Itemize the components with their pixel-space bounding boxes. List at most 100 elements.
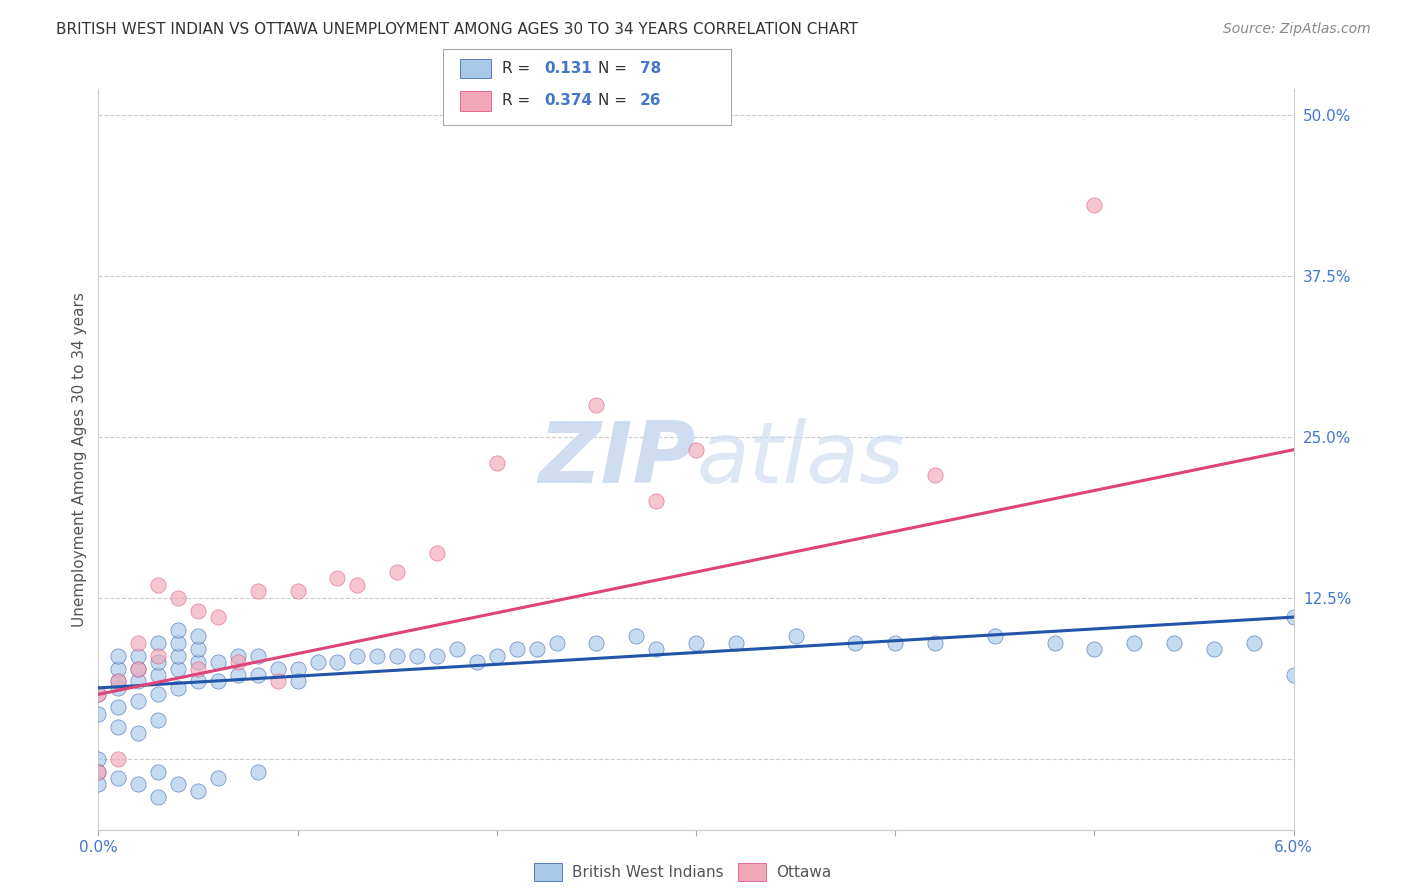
Point	[167, 636, 190, 650]
Point	[127, 662, 149, 676]
Point	[546, 636, 568, 650]
Point	[1083, 198, 1105, 212]
Point	[326, 655, 349, 669]
Point	[1282, 668, 1305, 682]
Point	[148, 790, 170, 805]
Point	[187, 655, 209, 669]
Point	[107, 771, 129, 785]
Point	[685, 442, 707, 457]
Point	[506, 642, 529, 657]
Point	[87, 706, 110, 721]
Point	[626, 629, 648, 643]
Point	[246, 764, 269, 779]
Point	[148, 713, 170, 727]
Point	[107, 681, 129, 695]
Point	[148, 687, 170, 701]
Point	[207, 610, 229, 624]
Point	[346, 648, 368, 663]
Point	[226, 668, 249, 682]
Point	[385, 565, 409, 579]
Point	[844, 636, 866, 650]
Point	[127, 777, 149, 791]
Point	[226, 648, 249, 663]
Point	[585, 398, 607, 412]
Point	[167, 662, 190, 676]
Point	[107, 720, 129, 734]
Point	[127, 674, 149, 689]
Point	[346, 578, 368, 592]
Text: 0.374: 0.374	[544, 94, 592, 108]
Point	[246, 584, 269, 599]
Text: 78: 78	[640, 62, 661, 76]
Point	[924, 468, 946, 483]
Point	[287, 584, 309, 599]
Point	[685, 636, 707, 650]
Point	[326, 572, 349, 586]
Point	[984, 629, 1007, 643]
Point	[1043, 636, 1066, 650]
Point	[485, 648, 508, 663]
Text: R =: R =	[502, 94, 536, 108]
Point	[1202, 642, 1225, 657]
Text: atlas: atlas	[696, 417, 904, 501]
Point	[167, 648, 190, 663]
Point	[267, 674, 290, 689]
Point	[585, 636, 607, 650]
Point	[485, 456, 508, 470]
Point	[1282, 610, 1305, 624]
Point	[167, 591, 190, 605]
Text: Source: ZipAtlas.com: Source: ZipAtlas.com	[1223, 22, 1371, 37]
Point	[187, 629, 209, 643]
Point	[187, 604, 209, 618]
Point	[207, 655, 229, 669]
Point	[148, 764, 170, 779]
Point	[287, 674, 309, 689]
Point	[148, 578, 170, 592]
Text: BRITISH WEST INDIAN VS OTTAWA UNEMPLOYMENT AMONG AGES 30 TO 34 YEARS CORRELATION: BRITISH WEST INDIAN VS OTTAWA UNEMPLOYME…	[56, 22, 859, 37]
Point	[87, 687, 110, 701]
Point	[426, 546, 449, 560]
Point	[167, 623, 190, 637]
Point	[107, 752, 129, 766]
Text: N =: N =	[598, 62, 631, 76]
Point	[127, 662, 149, 676]
Point	[645, 494, 668, 508]
Point	[167, 777, 190, 791]
Point	[267, 662, 290, 676]
Point	[107, 674, 129, 689]
Point	[406, 648, 429, 663]
Point	[446, 642, 468, 657]
Point	[107, 662, 129, 676]
Point	[526, 642, 548, 657]
Point	[246, 668, 269, 682]
Point	[426, 648, 449, 663]
Point	[1083, 642, 1105, 657]
Point	[207, 674, 229, 689]
Point	[366, 648, 388, 663]
Point	[87, 764, 110, 779]
Point	[127, 726, 149, 740]
Point	[1123, 636, 1146, 650]
Point	[167, 681, 190, 695]
Point	[1163, 636, 1185, 650]
Point	[187, 662, 209, 676]
Point	[187, 784, 209, 798]
Point	[148, 668, 170, 682]
Point	[107, 648, 129, 663]
Point	[287, 662, 309, 676]
Point	[1243, 636, 1265, 650]
Point	[127, 648, 149, 663]
Text: ZIP: ZIP	[538, 417, 696, 501]
Point	[884, 636, 907, 650]
Point	[724, 636, 747, 650]
Text: N =: N =	[598, 94, 631, 108]
Point	[465, 655, 488, 669]
Point	[187, 674, 209, 689]
Text: R =: R =	[502, 62, 536, 76]
Point	[127, 694, 149, 708]
Text: 0.131: 0.131	[544, 62, 592, 76]
Point	[645, 642, 668, 657]
Text: Ottawa: Ottawa	[776, 865, 831, 880]
Point	[148, 655, 170, 669]
Point	[187, 642, 209, 657]
